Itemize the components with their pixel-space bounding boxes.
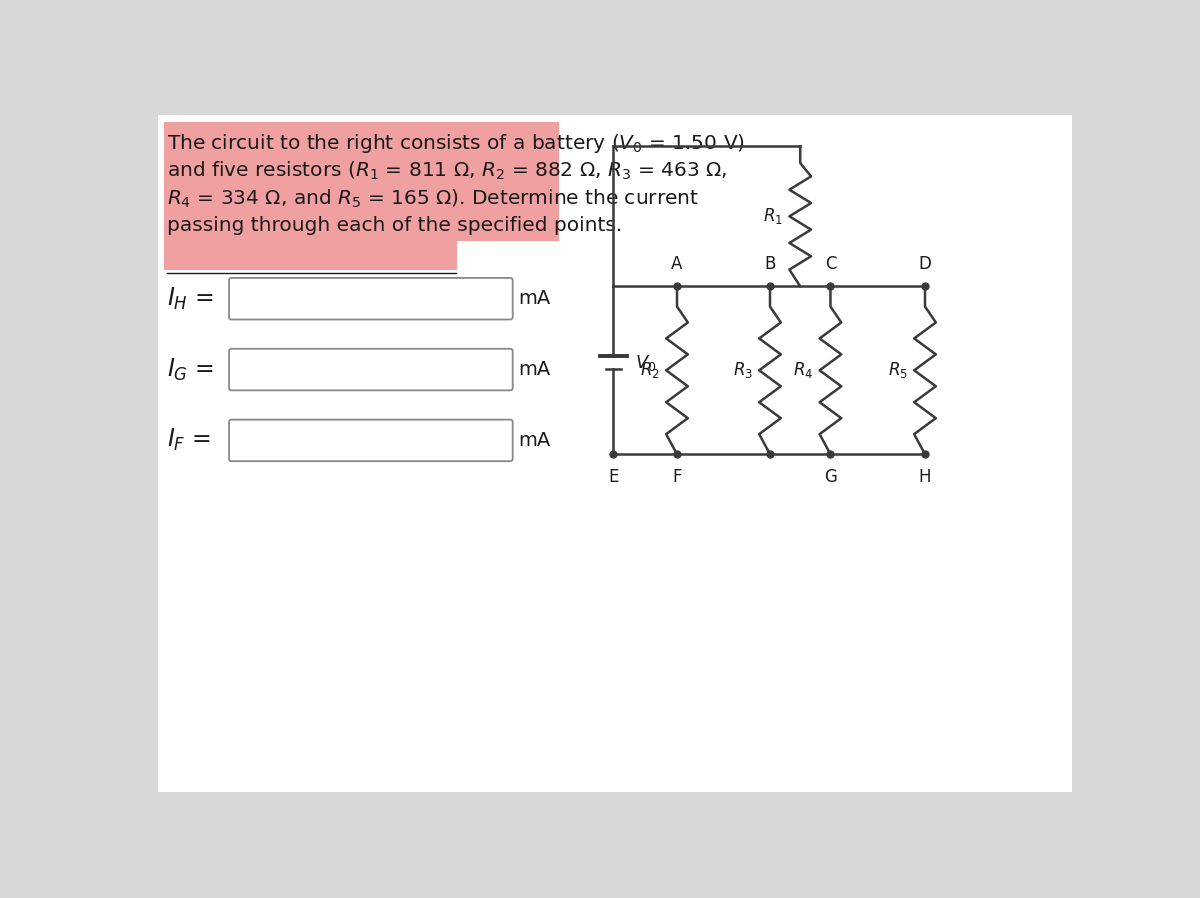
Text: $R_4$ = 334 Ω, and $R_5$ = 165 Ω). Determine the current: $R_4$ = 334 Ω, and $R_5$ = 165 Ω). Deter… (167, 188, 698, 210)
Text: and five resistors ($R_1$ = 811 Ω, $R_2$ = 882 Ω, $R_3$ = 463 Ω,: and five resistors ($R_1$ = 811 Ω, $R_2$… (167, 160, 727, 182)
Text: C: C (824, 254, 836, 272)
Text: $I_F$ =: $I_F$ = (167, 427, 211, 453)
Text: H: H (919, 468, 931, 486)
FancyBboxPatch shape (229, 277, 512, 320)
Text: F: F (672, 468, 682, 486)
Text: B: B (764, 254, 775, 272)
Text: $R_1$: $R_1$ (763, 207, 784, 226)
FancyBboxPatch shape (157, 116, 1073, 791)
Text: The circuit to the right consists of a battery ($V_0$ = 1.50 V): The circuit to the right consists of a b… (167, 132, 745, 155)
Text: passing through each of the specified points.: passing through each of the specified po… (167, 216, 623, 234)
Text: $R_4$: $R_4$ (793, 360, 814, 381)
Text: $R_5$: $R_5$ (888, 360, 908, 381)
FancyBboxPatch shape (164, 241, 457, 270)
Text: $I_H$ =: $I_H$ = (167, 286, 214, 312)
Text: A: A (671, 254, 683, 272)
Text: mA: mA (518, 360, 551, 379)
Text: $I_G$ =: $I_G$ = (167, 357, 215, 383)
FancyBboxPatch shape (229, 419, 512, 462)
Text: mA: mA (518, 431, 551, 450)
Text: mA: mA (518, 289, 551, 308)
Text: $R_2$: $R_2$ (640, 360, 660, 381)
FancyBboxPatch shape (164, 121, 559, 241)
Text: $R_3$: $R_3$ (733, 360, 752, 381)
Text: $V_0$: $V_0$ (635, 353, 656, 373)
FancyBboxPatch shape (229, 348, 512, 391)
Text: D: D (918, 254, 931, 272)
Text: G: G (824, 468, 836, 486)
Text: E: E (608, 468, 619, 486)
